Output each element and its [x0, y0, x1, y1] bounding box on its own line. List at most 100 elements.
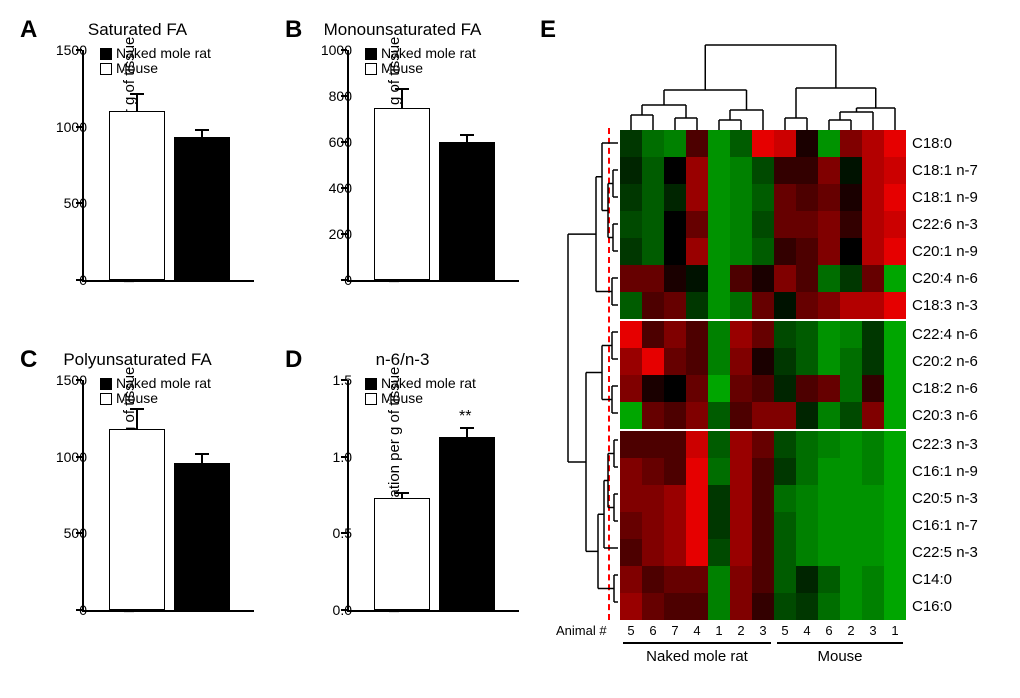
- legend-label: Mouse: [381, 391, 423, 406]
- heatmap-cell: [620, 292, 642, 319]
- heatmap-cell: [620, 211, 642, 238]
- heatmap-cell: [862, 539, 884, 566]
- heatmap-cell: [884, 431, 906, 458]
- heatmap-cell: [840, 375, 862, 402]
- ytick-label: 600: [329, 134, 352, 150]
- legend-swatch: [100, 48, 112, 60]
- heatmap-cell: [708, 431, 730, 458]
- heatmap-cell: [708, 211, 730, 238]
- heatmap-cell: [774, 431, 796, 458]
- heatmap-cell: [686, 402, 708, 429]
- heatmap-cell: [686, 238, 708, 265]
- heatmap-cell: [752, 292, 774, 319]
- row-label: C22:4 n-6: [912, 326, 978, 343]
- column-id: 1: [891, 623, 898, 638]
- heatmap-cell: [796, 238, 818, 265]
- heatmap-cell: [774, 348, 796, 375]
- bar-mouse: [109, 111, 165, 280]
- heatmap-cell: [708, 593, 730, 620]
- heatmap-cell: [818, 321, 840, 348]
- heatmap-cell: [862, 348, 884, 375]
- heatmap-cell: [620, 512, 642, 539]
- heatmap-cell: [796, 593, 818, 620]
- row-label: C18:1 n-7: [912, 162, 978, 179]
- heatmap-cell: [840, 157, 862, 184]
- heatmap-cell: [730, 485, 752, 512]
- heatmap-cell: [664, 348, 686, 375]
- row-label: C22:6 n-3: [912, 216, 978, 233]
- heatmap-cell: [730, 402, 752, 429]
- heatmap-cell: [840, 458, 862, 485]
- legend: Naked mole ratMouse: [365, 376, 476, 407]
- heatmap-cell: [884, 512, 906, 539]
- column-id: 6: [825, 623, 832, 638]
- ytick-label: 0.5: [333, 525, 352, 541]
- heatmap-cell: [818, 238, 840, 265]
- heatmap-cell: [862, 265, 884, 292]
- heatmap-cell: [862, 184, 884, 211]
- column-id: 5: [781, 623, 788, 638]
- heatmap-cell: [774, 566, 796, 593]
- heatmap-cell: [840, 130, 862, 157]
- heatmap-cell: [884, 292, 906, 319]
- heatmap-cell: [620, 402, 642, 429]
- heatmap-cell: [796, 566, 818, 593]
- heatmap-cell: [818, 458, 840, 485]
- heatmap-cell: [708, 157, 730, 184]
- ytick-label: 400: [329, 180, 352, 196]
- bar-nmr: [439, 142, 495, 280]
- heatmap-cell: [752, 348, 774, 375]
- column-id: 4: [803, 623, 810, 638]
- heatmap-cell: [730, 184, 752, 211]
- heatmap-cell: [818, 431, 840, 458]
- heatmap-cell: [730, 157, 752, 184]
- heatmap-cell: [796, 321, 818, 348]
- heatmap-cell: [642, 211, 664, 238]
- ytick-label: 1.0: [333, 449, 352, 465]
- legend-label: Naked mole rat: [381, 46, 476, 61]
- heatmap-cell: [664, 292, 686, 319]
- row-label: C16:0: [912, 598, 952, 615]
- heatmap-cell: [818, 593, 840, 620]
- heatmap-cell: [818, 566, 840, 593]
- column-id: 3: [869, 623, 876, 638]
- heatmap-cell: [730, 211, 752, 238]
- ytick-label: 0: [344, 272, 352, 288]
- row-label: C18:1 n-9: [912, 189, 978, 206]
- heatmap-cell: [862, 211, 884, 238]
- heatmap-cell: [818, 130, 840, 157]
- heatmap-cell: [752, 431, 774, 458]
- row-label: C14:0: [912, 571, 952, 588]
- bar-nmr: [439, 437, 495, 610]
- legend-swatch: [100, 378, 112, 390]
- heatmap-cell: [642, 265, 664, 292]
- heatmap-cell: [752, 402, 774, 429]
- row-label: C18:2 n-6: [912, 380, 978, 397]
- ytick-label: 0: [79, 602, 87, 618]
- ytick-label: 0.0: [333, 602, 352, 618]
- bar-nmr: [174, 463, 230, 610]
- heatmap-cell: [774, 321, 796, 348]
- heatmap-cell: [664, 375, 686, 402]
- heatmap-cell: [796, 458, 818, 485]
- heatmap-cell: [730, 375, 752, 402]
- heatmap-cell: [730, 512, 752, 539]
- row-label: C18:0: [912, 135, 952, 152]
- heatmap-cell: [862, 458, 884, 485]
- column-id: 7: [671, 623, 678, 638]
- plot-area: [82, 380, 254, 612]
- heatmap-cell: [642, 375, 664, 402]
- heatmap-cell: [730, 348, 752, 375]
- heatmap-cell: [686, 512, 708, 539]
- heatmap-cell: [686, 375, 708, 402]
- heatmap-cell: [642, 566, 664, 593]
- heatmap-cell: [884, 184, 906, 211]
- heatmap-cell: [686, 184, 708, 211]
- heatmap-cell: [774, 593, 796, 620]
- heatmap-cell: [818, 402, 840, 429]
- heatmap-cell: [642, 238, 664, 265]
- heatmap-cell: [620, 265, 642, 292]
- heatmap-cell: [730, 238, 752, 265]
- heatmap-cell: [620, 157, 642, 184]
- group-label: Mouse: [817, 648, 862, 665]
